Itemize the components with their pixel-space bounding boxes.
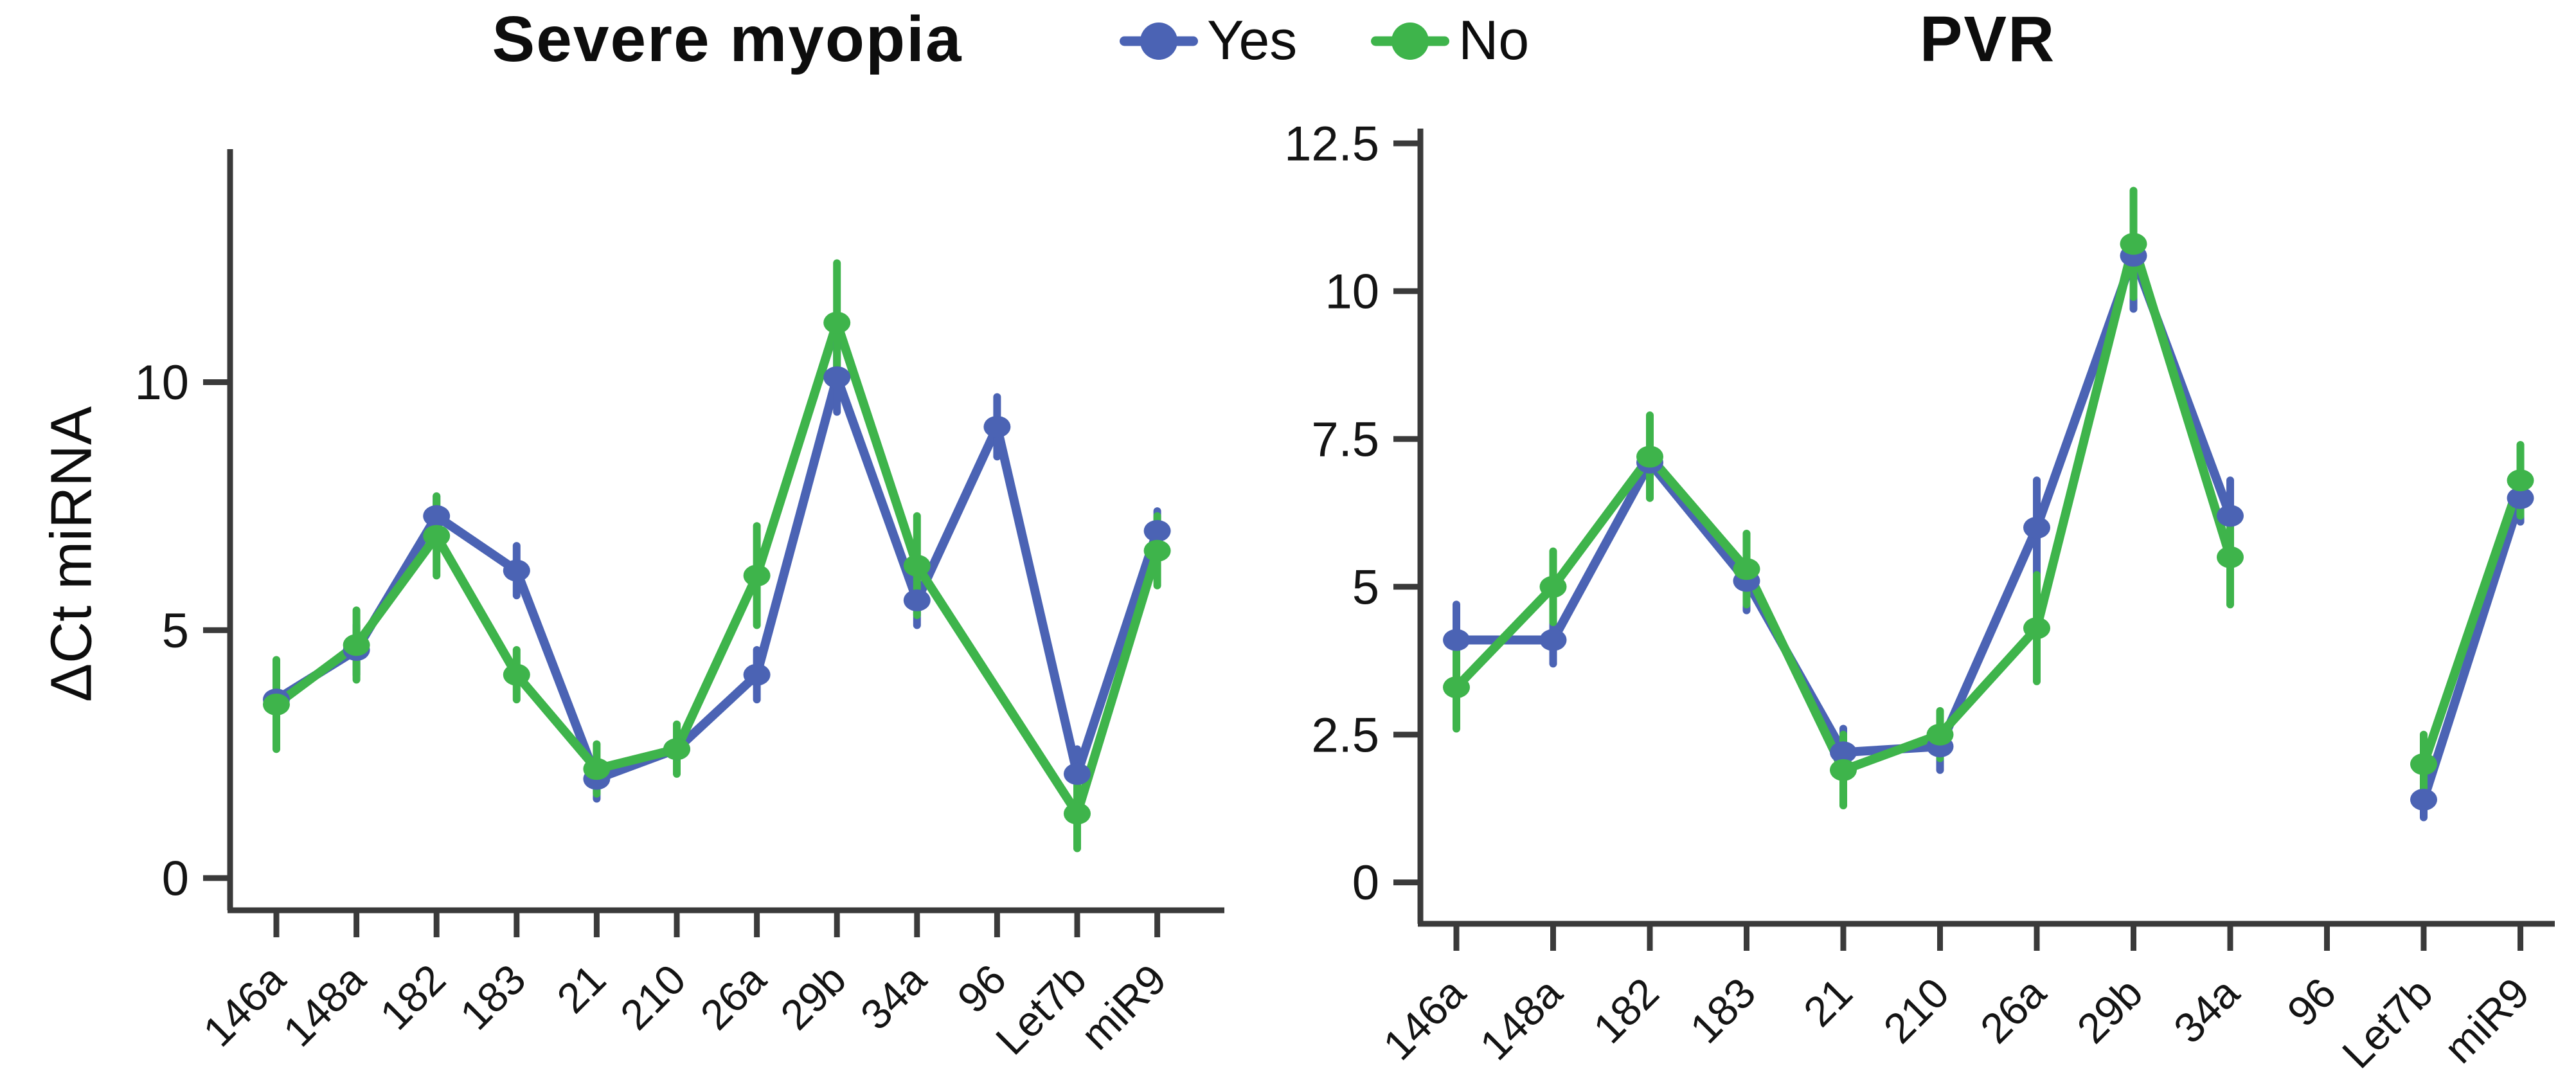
pvr-x-tick-label: 21 (1794, 969, 1861, 1036)
severe-myopia-y-tick-label: 10 (134, 356, 189, 410)
severe-myopia-data-point-yes (743, 663, 771, 686)
pvr-y-tick-label: 10 (1325, 265, 1379, 320)
severe-myopia-y-tick-label: 5 (162, 604, 189, 658)
pvr-x-tick-label: miR9 (2435, 969, 2538, 1072)
severe-myopia-x-tick-label: 21 (548, 955, 614, 1022)
pvr-x-tick-label: 146a (1374, 968, 1474, 1068)
pvr-y-tick-label: 2.5 (1311, 708, 1379, 762)
severe-myopia-x-tick-label: 148a (274, 955, 374, 1055)
pvr-data-point-no (1733, 558, 1760, 580)
severe-myopia-x-tick-label: 34a (852, 955, 935, 1038)
pvr-series-line-yes (1452, 251, 2525, 804)
severe-myopia-data-point-no (1143, 539, 1171, 562)
pvr-data-point-yes (2410, 788, 2437, 811)
pvr-series-line-no (1452, 239, 2525, 775)
pvr-data-point-yes (1443, 629, 1470, 651)
severe-myopia-data-point-yes (823, 366, 851, 388)
pvr-x-tick-label: 183 (1681, 969, 1764, 1052)
severe-myopia-data-point-no (503, 663, 530, 686)
pvr-data-point-no (2120, 233, 2147, 255)
pvr-y-tick-label: 0 (1352, 856, 1379, 910)
severe-myopia-x-tick-label: 183 (451, 955, 535, 1039)
severe-myopia-data-point-no (743, 564, 771, 587)
severe-myopia-x-tick-label: 29b (771, 955, 855, 1039)
pvr-x-tick-label: 34a (2165, 968, 2248, 1052)
pvr-x-tick-label: 182 (1584, 969, 1668, 1052)
pvr-data-point-no (1636, 446, 1663, 468)
pvr-data-point-no (2410, 753, 2437, 775)
pvr-data-point-yes (2217, 505, 2244, 527)
severe-myopia-data-point-yes (983, 415, 1011, 438)
pvr-y-tick-label: 7.5 (1311, 412, 1379, 467)
severe-myopia-data-point-yes (423, 505, 451, 527)
severe-myopia-title: Severe myopia (492, 3, 963, 75)
severe-myopia-data-point-no (583, 758, 611, 780)
severe-myopia-x-tick-label: Let7b (987, 955, 1095, 1064)
pvr-data-point-no (1926, 723, 1954, 746)
pvr-x-tick-label: 148a (1471, 968, 1571, 1068)
pvr-y-tick-label: 5 (1352, 560, 1379, 615)
no-series-marker-icon (1371, 12, 1450, 70)
severe-myopia-x-tick-label: 210 (611, 955, 695, 1039)
pvr-x-tick-label: 29b (2068, 969, 2151, 1052)
legend-label-no: No (1458, 10, 1530, 71)
severe-myopia-data-point-no (663, 738, 690, 760)
pvr-x-tick-label: 96 (2278, 969, 2345, 1036)
legend: Yes No (1120, 9, 1529, 73)
severe-myopia-data-point-yes (503, 559, 530, 582)
severe-myopia-x-tick-label: 26a (691, 955, 774, 1038)
pvr-data-point-no (2507, 469, 2534, 492)
severe-myopia-x-tick-label: 182 (371, 955, 454, 1039)
pvr-data-point-yes (1539, 629, 1567, 651)
legend-item-no: No (1371, 9, 1529, 73)
pvr-x-tick-label: 210 (1874, 969, 1958, 1052)
severe-myopia-data-point-no (423, 525, 451, 547)
severe-myopia-series-line-yes (272, 372, 1162, 784)
pvr-data-point-no (1539, 575, 1567, 598)
severe-myopia-data-point-yes (1143, 519, 1171, 542)
pvr-title: PVR (1919, 3, 2056, 75)
pvr-x-tick-label: Let7b (2333, 969, 2442, 1077)
pvr-x-tick-label: 26a (1971, 968, 2055, 1052)
pvr-data-point-yes (2023, 516, 2050, 539)
pvr-data-point-yes (2507, 487, 2534, 509)
pvr-data-point-yes (1830, 741, 1857, 764)
severe-myopia-y-tick-label: 0 (162, 851, 189, 906)
severe-myopia-data-point-no (1064, 802, 1091, 825)
severe-myopia-data-point-no (823, 311, 851, 334)
severe-myopia-data-point-no (263, 693, 290, 716)
pvr-data-point-no (1830, 759, 1857, 781)
pvr-data-point-no (1443, 676, 1470, 699)
yes-series-marker-icon (1120, 12, 1198, 70)
pvr-data-point-no (2023, 617, 2050, 640)
legend-label-yes: Yes (1207, 10, 1298, 71)
pvr-y-tick-label: 12.5 (1284, 117, 1379, 172)
severe-myopia-data-point-yes (903, 589, 931, 611)
severe-myopia-x-tick-label: 146a (194, 955, 294, 1055)
severe-myopia-data-point-no (903, 554, 931, 577)
severe-myopia-x-tick-label: miR9 (1071, 955, 1175, 1059)
legend-item-yes: Yes (1120, 9, 1297, 73)
severe-myopia-data-point-yes (1064, 762, 1091, 785)
severe-myopia-data-point-no (343, 634, 370, 656)
pvr-data-point-no (2217, 546, 2244, 568)
